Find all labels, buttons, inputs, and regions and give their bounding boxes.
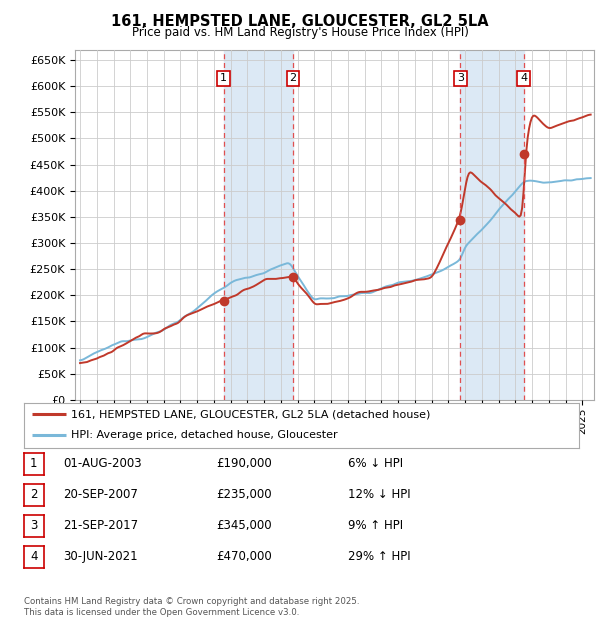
Bar [224, 50, 293, 400]
Text: 6% ↓ HPI: 6% ↓ HPI [348, 458, 403, 470]
Text: 01-AUG-2003: 01-AUG-2003 [63, 458, 142, 470]
Text: 4: 4 [520, 73, 527, 83]
Text: 161, HEMPSTED LANE, GLOUCESTER, GL2 5LA: 161, HEMPSTED LANE, GLOUCESTER, GL2 5LA [111, 14, 489, 29]
Text: 1: 1 [30, 458, 38, 470]
Text: 161, HEMPSTED LANE, GLOUCESTER, GL2 5LA (detached house): 161, HEMPSTED LANE, GLOUCESTER, GL2 5LA … [71, 409, 431, 419]
Text: £190,000: £190,000 [216, 458, 272, 470]
Text: 9% ↑ HPI: 9% ↑ HPI [348, 520, 403, 532]
Text: £235,000: £235,000 [216, 489, 272, 501]
Text: Price paid vs. HM Land Registry's House Price Index (HPI): Price paid vs. HM Land Registry's House … [131, 26, 469, 39]
Text: 3: 3 [30, 520, 38, 532]
Text: £345,000: £345,000 [216, 520, 272, 532]
Text: Contains HM Land Registry data © Crown copyright and database right 2025.
This d: Contains HM Land Registry data © Crown c… [24, 598, 359, 617]
Text: 20-SEP-2007: 20-SEP-2007 [63, 489, 138, 501]
Text: HPI: Average price, detached house, Gloucester: HPI: Average price, detached house, Glou… [71, 430, 338, 440]
Bar [460, 50, 524, 400]
Text: 2: 2 [289, 73, 296, 83]
Text: 12% ↓ HPI: 12% ↓ HPI [348, 489, 410, 501]
Text: 29% ↑ HPI: 29% ↑ HPI [348, 551, 410, 563]
Text: 1: 1 [220, 73, 227, 83]
Text: 2: 2 [30, 489, 38, 501]
Text: £470,000: £470,000 [216, 551, 272, 563]
Text: 3: 3 [457, 73, 464, 83]
Text: 4: 4 [30, 551, 38, 563]
Text: 30-JUN-2021: 30-JUN-2021 [63, 551, 137, 563]
Text: 21-SEP-2017: 21-SEP-2017 [63, 520, 138, 532]
